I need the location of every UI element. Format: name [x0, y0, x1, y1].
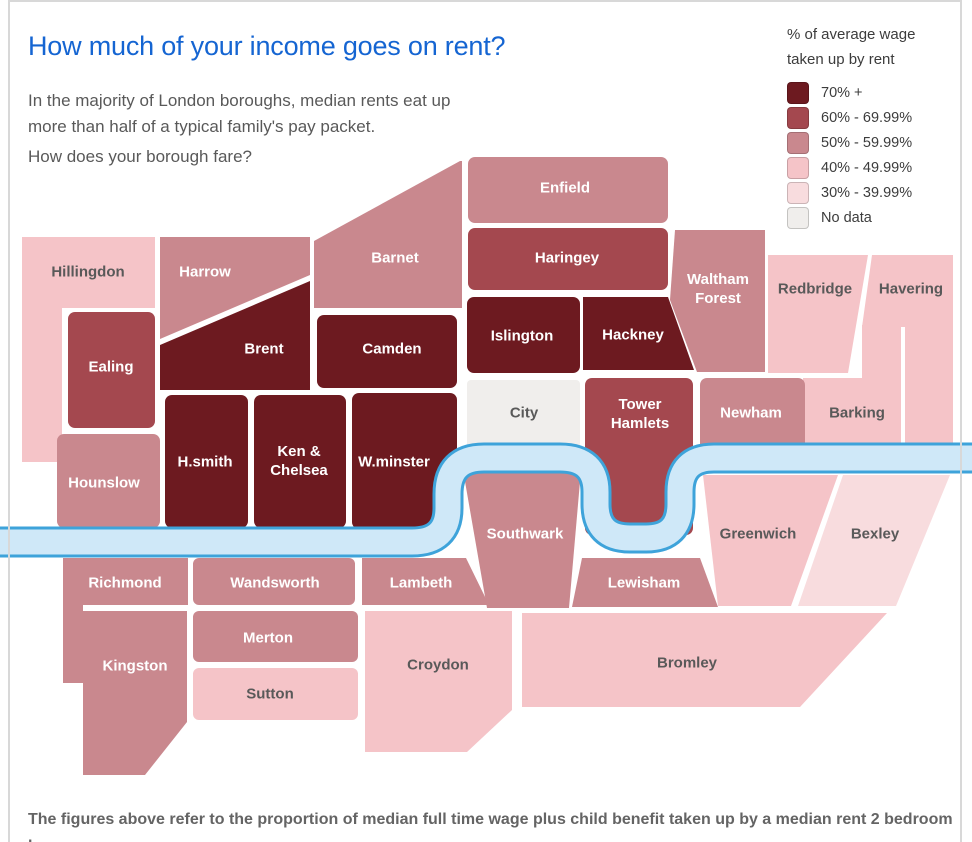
borough-shape-hackney — [583, 297, 694, 370]
borough-shape-lambeth — [362, 558, 489, 605]
borough-shape-brent — [160, 281, 310, 390]
legend-swatch-30 — [787, 181, 809, 204]
borough-shape-havering — [862, 255, 953, 447]
borough-shape-newham — [700, 378, 805, 452]
borough-shape-wandsworth — [193, 558, 355, 605]
intro-text: In the majority of London boroughs, medi… — [28, 91, 451, 136]
legend-label-60: 60% - 69.99% — [821, 109, 913, 126]
borough-shape-barnet — [314, 161, 462, 308]
borough-shape-sutton — [193, 668, 358, 720]
frame-top-border — [8, 0, 962, 2]
legend-swatch-70 — [787, 81, 809, 104]
borough-shape-lewisham — [572, 558, 718, 607]
borough-shape-bromley — [522, 613, 887, 707]
legend-label-30: 30% - 39.99% — [821, 184, 913, 201]
borough-shape-barking — [803, 325, 901, 447]
legend-label-50: 50% - 59.99% — [821, 134, 913, 151]
footnote: The figures above refer to the proportio… — [28, 811, 953, 842]
borough-shape-bexley — [798, 475, 950, 606]
borough-shape-croydon — [365, 611, 512, 752]
borough-shape-hillingdon — [22, 237, 155, 462]
borough-shape-hounslow — [57, 434, 160, 528]
borough-shape-harrow — [160, 237, 310, 339]
frame-right-border — [960, 0, 962, 842]
legend-item-30: 30% - 39.99% — [787, 181, 967, 204]
borough-shape-ealing — [68, 312, 155, 428]
borough-shape-city — [467, 380, 580, 450]
frame-left-border — [8, 0, 10, 842]
legend-item-40: 40% - 49.99% — [787, 156, 967, 179]
borough-shape-kingston — [83, 611, 187, 775]
question-text: How does your borough fare? — [28, 147, 252, 166]
legend-label-70: 70% + — [821, 84, 863, 101]
borough-shape-enfield — [468, 157, 668, 223]
page-title: How much of your income goes on rent? — [28, 31, 506, 62]
borough-shape-camden — [317, 315, 457, 388]
borough-shape-waltham-forest — [670, 230, 765, 372]
legend-label-40: 40% - 49.99% — [821, 159, 913, 176]
borough-shape-wminster — [352, 393, 457, 529]
borough-shape-richmond — [63, 558, 188, 683]
legend-swatch-40 — [787, 156, 809, 179]
legend-swatch-60 — [787, 106, 809, 129]
legend-swatch-nodata — [787, 206, 809, 229]
borough-shape-haringey — [468, 228, 668, 290]
borough-shape-kenchelsea — [254, 395, 346, 528]
legend-title: % of average wage taken up by rent — [787, 26, 916, 68]
borough-shape-redbridge — [768, 255, 868, 373]
legend-item-nodata: No data — [787, 206, 967, 229]
legend: % of average wage taken up by rent 70% +… — [787, 22, 967, 232]
legend-item-50: 50% - 59.99% — [787, 131, 967, 154]
borough-shape-islington — [467, 297, 580, 373]
borough-shape-southwark — [463, 470, 581, 608]
borough-shape-hsmith — [165, 395, 248, 528]
legend-item-60: 60% - 69.99% — [787, 106, 967, 129]
legend-label-nodata: No data — [821, 209, 872, 226]
legend-item-70: 70% + — [787, 81, 967, 104]
borough-shape-greenwich — [703, 475, 838, 606]
borough-shape-merton — [193, 611, 358, 662]
legend-swatch-50 — [787, 131, 809, 154]
river-thames — [0, 445, 972, 555]
